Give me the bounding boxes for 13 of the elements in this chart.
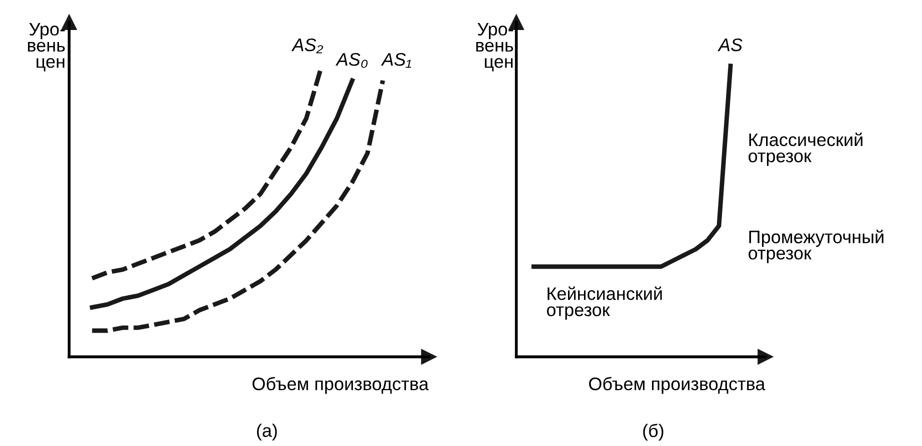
y-axis-title: Уро- вень цен bbox=[28, 22, 65, 72]
text: (б) bbox=[643, 424, 664, 441]
x-axis-title: Объем производства bbox=[252, 376, 429, 394]
series-label: AS₂ bbox=[291, 38, 324, 54]
text: Промежуточный отрезок bbox=[748, 230, 884, 264]
text: Классический отрезок bbox=[748, 132, 862, 166]
x-axis-title: Объем производства bbox=[589, 376, 766, 394]
series-label: AS₀ bbox=[335, 53, 368, 68]
series-label: AS bbox=[718, 38, 742, 52]
annotation: Кейнсианский отрезок bbox=[546, 286, 662, 320]
y-axis-title: Уро- вень цен bbox=[476, 22, 514, 72]
series-label: AS₁ bbox=[380, 53, 412, 68]
text: (а) bbox=[257, 424, 277, 441]
